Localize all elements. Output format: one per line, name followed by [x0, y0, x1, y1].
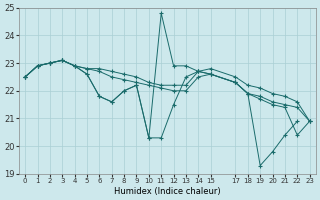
X-axis label: Humidex (Indice chaleur): Humidex (Indice chaleur)	[114, 187, 221, 196]
